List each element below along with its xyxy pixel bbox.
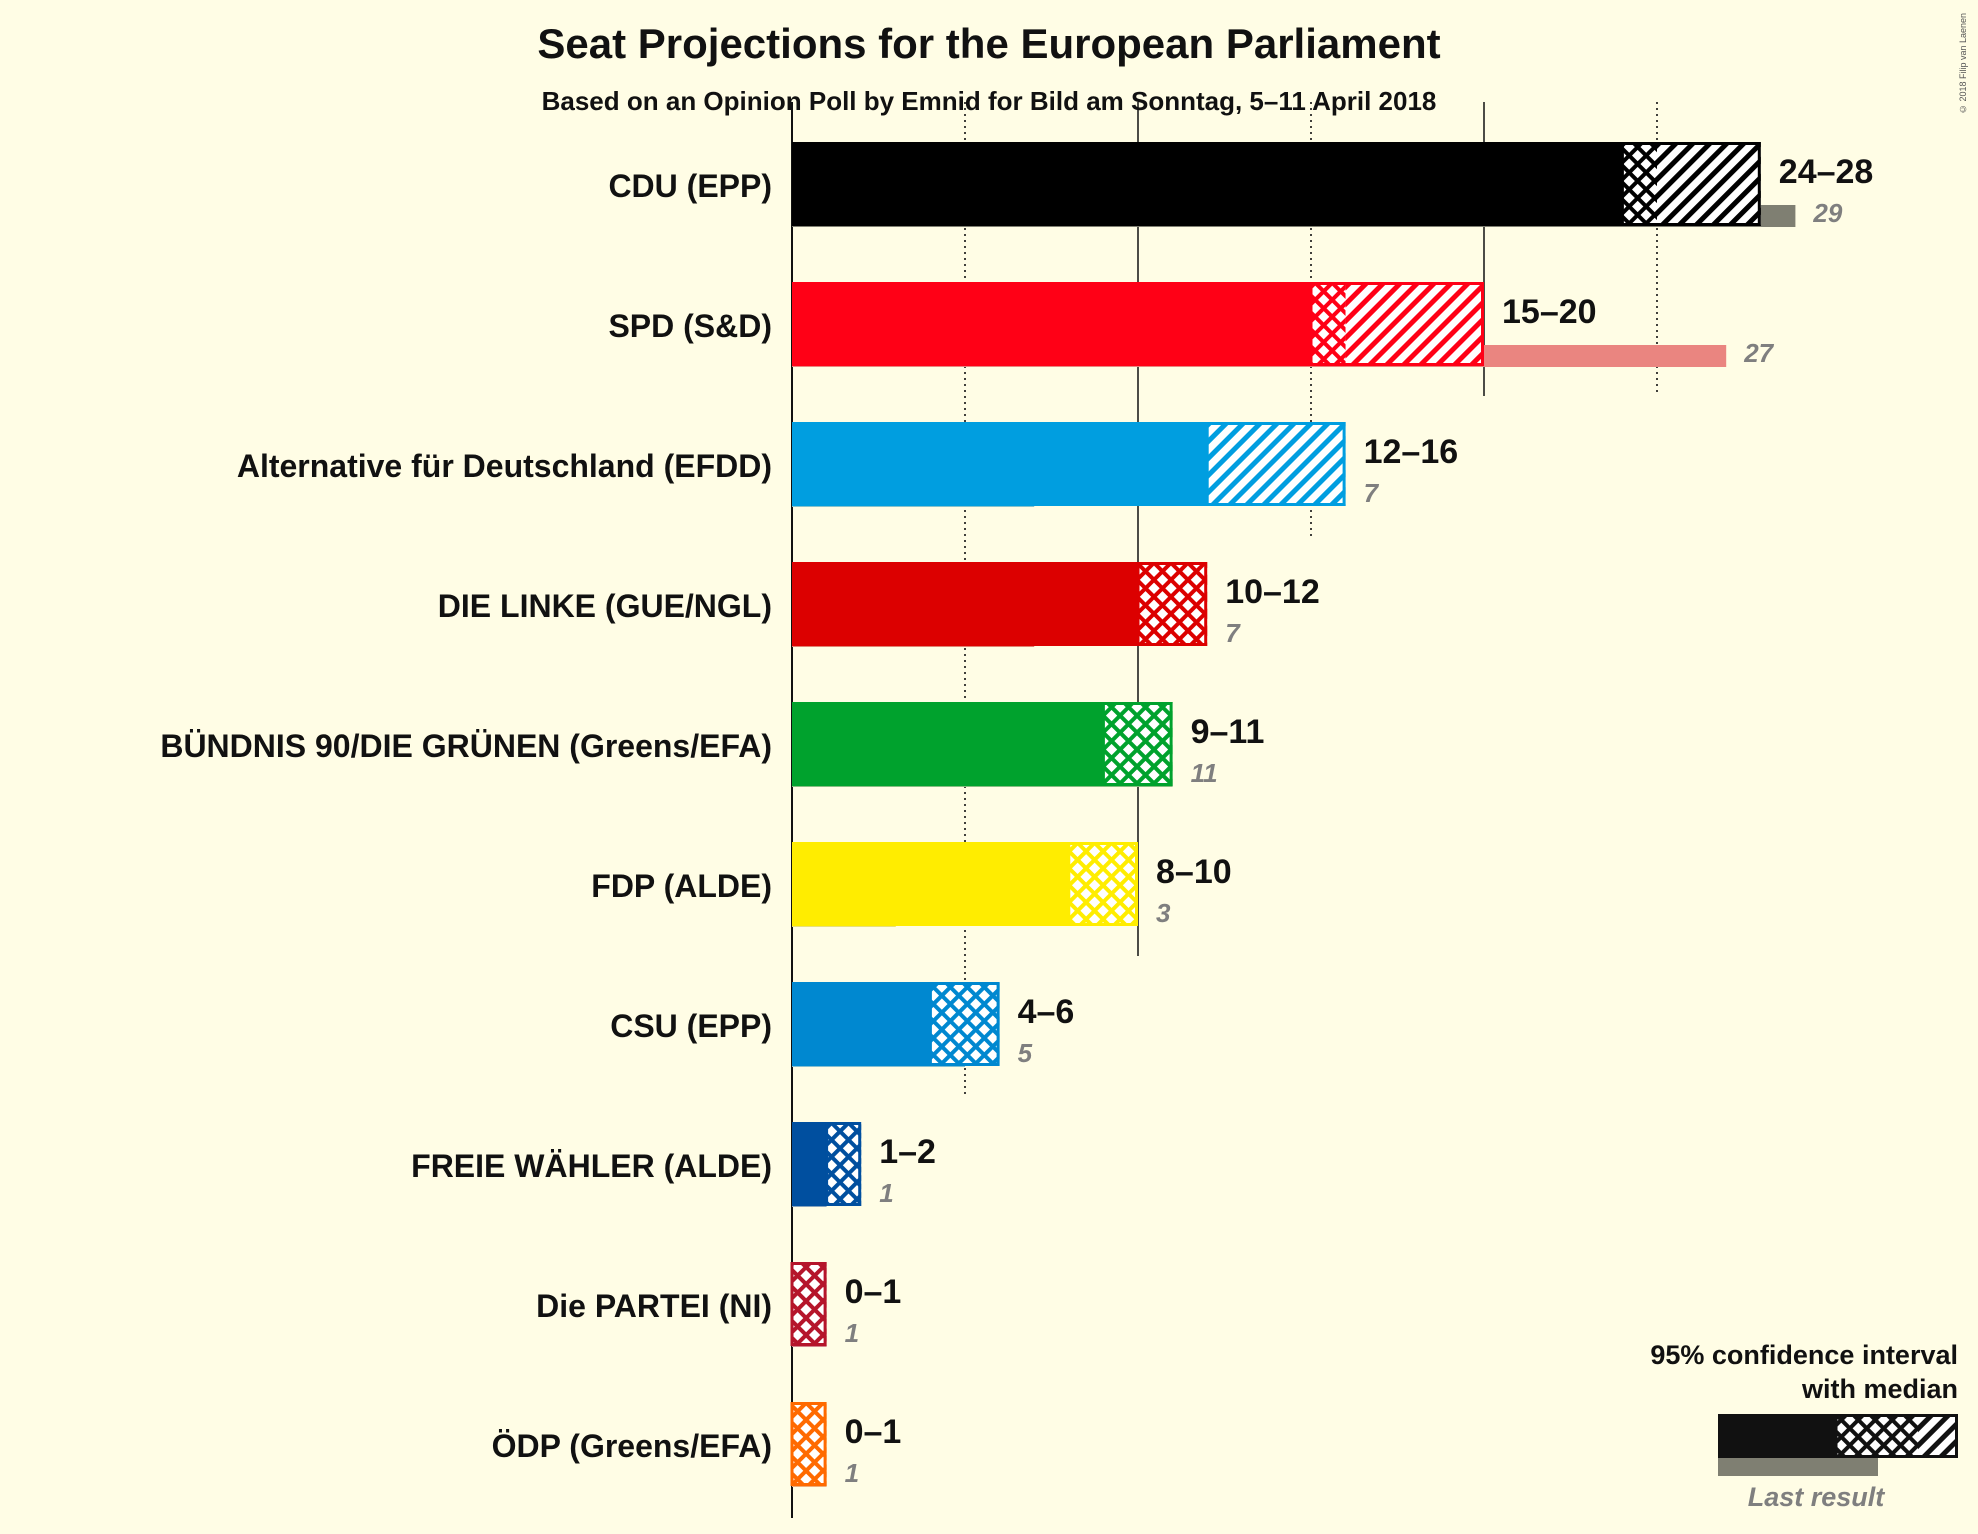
seat-range-label: 10–12 xyxy=(1225,573,1320,611)
party-name-label: ÖDP (Greens/EFA) xyxy=(492,1428,772,1464)
ci-outline xyxy=(1620,142,1761,226)
seat-range-label: 24–28 xyxy=(1779,153,1874,191)
last-result-label: 1 xyxy=(845,1458,859,1488)
ci-upper-half-bar xyxy=(1657,142,1761,226)
seat-range-label: 15–20 xyxy=(1502,293,1597,331)
ci-outline xyxy=(1101,702,1173,786)
party-row: CSU (EPP) 4–6 5 xyxy=(610,982,1074,1068)
seat-range-label: 1–2 xyxy=(879,1133,936,1171)
seat-range-label: 0–1 xyxy=(845,1413,902,1451)
ci-upper-half-bar xyxy=(1345,282,1484,366)
ci-outline xyxy=(1309,282,1484,366)
party-name-label: DIE LINKE (GUE/NGL) xyxy=(438,588,772,624)
projection-solid-bar xyxy=(792,422,1208,506)
ci-lower-half-bar xyxy=(1068,842,1138,926)
projection-solid-bar xyxy=(792,842,1069,926)
party-row: BÜNDNIS 90/DIE GRÜNEN (Greens/EFA) 9–11 11 xyxy=(160,702,1264,788)
party-name-label: FREIE WÄHLER (ALDE) xyxy=(411,1148,772,1184)
last-result-label: 29 xyxy=(1812,198,1842,228)
legend-solid-swatch xyxy=(1718,1414,1836,1458)
ci-lower-half-bar xyxy=(1622,142,1657,226)
last-result-label: 3 xyxy=(1156,898,1171,928)
party-row: FDP (ALDE) 8–10 3 xyxy=(591,842,1232,928)
legend-hatch-swatch xyxy=(1918,1414,1958,1458)
projection-solid-bar xyxy=(792,282,1311,366)
last-result-label: 1 xyxy=(879,1178,893,1208)
last-result-label: 7 xyxy=(1364,478,1380,508)
ci-outline xyxy=(825,1122,862,1206)
party-name-label: FDP (ALDE) xyxy=(591,868,772,904)
projection-solid-bar xyxy=(792,562,1138,646)
party-row: SPD (S&D) 15–20 27 xyxy=(608,282,1775,368)
ci-lower-half-bar xyxy=(792,1402,827,1486)
ci-outline xyxy=(790,1262,827,1346)
legend-ci-outline xyxy=(1834,1414,1958,1458)
chart-subtitle: Based on an Opinion Poll by Emnid for Bi… xyxy=(541,86,1437,116)
party-name-label: Alternative für Deutschland (EFDD) xyxy=(237,448,772,484)
legend-title-line2: with median xyxy=(1801,1374,1958,1404)
party-row: ÖDP (Greens/EFA) 0–1 1 xyxy=(492,1402,902,1488)
seat-range-label: 4–6 xyxy=(1018,993,1075,1031)
ci-lower-half-bar xyxy=(930,982,1000,1066)
party-name-label: CSU (EPP) xyxy=(610,1008,772,1044)
last-result-label: 5 xyxy=(1018,1038,1033,1068)
seat-range-label: 0–1 xyxy=(845,1273,902,1311)
ci-lower-half-bar xyxy=(792,1262,827,1346)
last-result-label: 1 xyxy=(845,1318,859,1348)
party-row: FREIE WÄHLER (ALDE) 1–2 1 xyxy=(411,1122,936,1208)
ci-upper-half-bar xyxy=(1207,422,1346,506)
seat-range-label: 8–10 xyxy=(1156,853,1232,891)
seat-range-label: 9–11 xyxy=(1191,713,1265,751)
party-name-label: BÜNDNIS 90/DIE GRÜNEN (Greens/EFA) xyxy=(160,728,772,764)
party-name-label: Die PARTEI (NI) xyxy=(536,1288,772,1324)
party-name-label: CDU (EPP) xyxy=(608,168,772,204)
projection-solid-bar xyxy=(792,1122,827,1206)
ci-lower-half-bar xyxy=(826,1122,862,1206)
legend-cross-swatch xyxy=(1836,1414,1918,1458)
party-row: DIE LINKE (GUE/NGL) 10–12 7 xyxy=(438,562,1320,648)
party-bars: CDU (EPP) 24–28 29 SPD (S&D) 15–20 27 Alternat… xyxy=(160,142,1873,1488)
party-row: Alternative für Deutschland (EFDD) 12–16 7 xyxy=(237,422,1458,508)
ci-outline xyxy=(1136,562,1208,646)
legend-last-result-label: Last result xyxy=(1748,1482,1886,1512)
ci-outline xyxy=(1205,422,1346,506)
ci-outline xyxy=(790,1402,827,1486)
seat-range-label: 12–16 xyxy=(1364,433,1459,471)
ci-outline xyxy=(928,982,1000,1066)
last-result-label: 11 xyxy=(1191,758,1218,788)
party-name-label: SPD (S&D) xyxy=(608,308,772,344)
chart-title: Seat Projections for the European Parlia… xyxy=(537,20,1441,67)
projection-solid-bar xyxy=(792,702,1104,786)
ci-lower-half-bar xyxy=(1311,282,1346,366)
last-result-label: 7 xyxy=(1225,618,1241,648)
last-result-label: 27 xyxy=(1743,338,1774,368)
ci-outline xyxy=(1067,842,1139,926)
projection-solid-bar xyxy=(792,142,1623,226)
ci-lower-half-bar xyxy=(1103,702,1173,786)
projection-solid-bar xyxy=(792,982,931,1066)
party-row: Die PARTEI (NI) 0–1 1 xyxy=(536,1262,901,1348)
ci-lower-half-bar xyxy=(1138,562,1208,646)
legend-title-line1: 95% confidence interval xyxy=(1650,1340,1958,1370)
legend-last-result-swatch xyxy=(1718,1458,1878,1476)
legend: 95% confidence interval with median Last r… xyxy=(1650,1340,1958,1512)
party-row: CDU (EPP) 24–28 29 xyxy=(608,142,1873,228)
